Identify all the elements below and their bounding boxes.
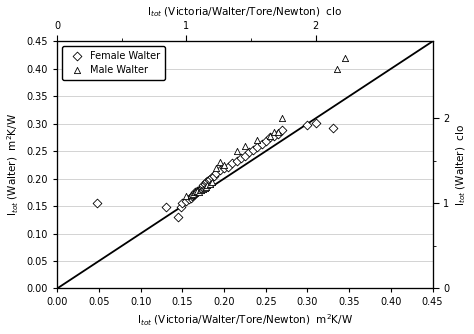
Female Walter	[220, 165, 228, 170]
Female Walter	[254, 145, 261, 150]
Female Walter	[190, 192, 197, 198]
Female Walter	[224, 164, 232, 169]
Female Walter	[200, 183, 207, 188]
Y-axis label: I$_{tot}$ (Walter)  clo: I$_{tot}$ (Walter) clo	[455, 124, 468, 206]
Male Walter	[279, 116, 286, 121]
Female Walter	[200, 184, 207, 189]
Female Walter	[177, 204, 184, 210]
Male Walter	[187, 192, 194, 198]
Female Walter	[195, 187, 203, 192]
Female Walter	[304, 122, 311, 128]
Y-axis label: I$_{tot}$ (Walter)  m$^2$K/W: I$_{tot}$ (Walter) m$^2$K/W	[6, 113, 21, 216]
Female Walter	[279, 128, 286, 133]
Female Walter	[266, 135, 273, 140]
Male Walter	[254, 138, 261, 143]
Female Walter	[312, 120, 319, 125]
Male Walter	[203, 183, 211, 188]
Female Walter	[328, 126, 336, 131]
Female Walter	[202, 180, 210, 185]
Female Walter	[187, 195, 194, 200]
Female Walter	[197, 186, 204, 191]
Female Walter	[228, 161, 236, 166]
Male Walter	[193, 188, 201, 193]
Female Walter	[249, 147, 257, 152]
Male Walter	[193, 190, 201, 195]
Female Walter	[201, 181, 209, 187]
Female Walter	[216, 168, 224, 173]
Female Walter	[93, 201, 101, 206]
Male Walter	[200, 186, 207, 191]
Female Walter	[193, 190, 201, 195]
Male Walter	[206, 181, 214, 187]
Male Walter	[274, 129, 282, 135]
Female Walter	[274, 131, 282, 136]
Female Walter	[203, 179, 211, 184]
Male Walter	[212, 165, 219, 170]
Male Walter	[333, 66, 340, 71]
Male Walter	[201, 185, 209, 191]
Female Walter	[189, 193, 196, 199]
Female Walter	[198, 185, 205, 191]
Male Walter	[190, 191, 197, 197]
Male Walter	[208, 180, 215, 185]
Female Walter	[185, 196, 193, 202]
Female Walter	[179, 201, 186, 206]
Male Walter	[270, 129, 278, 135]
Female Walter	[206, 176, 214, 181]
Female Walter	[193, 189, 201, 194]
Male Walter	[216, 159, 224, 165]
Male Walter	[241, 143, 249, 148]
Male Walter	[341, 55, 349, 60]
Male Walter	[202, 184, 210, 189]
Female Walter	[162, 204, 169, 210]
Female Walter	[191, 190, 199, 195]
Male Walter	[266, 133, 273, 139]
Male Walter	[197, 187, 204, 192]
Male Walter	[233, 149, 240, 154]
Female Walter	[174, 214, 182, 220]
Legend: Female Walter, Male Walter: Female Walter, Male Walter	[62, 46, 165, 80]
Female Walter	[237, 155, 245, 160]
Male Walter	[182, 193, 190, 199]
Female Walter	[212, 170, 219, 176]
Female Walter	[245, 150, 253, 155]
Female Walter	[182, 198, 190, 203]
Female Walter	[233, 158, 240, 163]
Female Walter	[258, 141, 265, 147]
Female Walter	[241, 153, 249, 158]
Male Walter	[195, 190, 203, 195]
Male Walter	[191, 190, 199, 195]
Male Walter	[220, 162, 228, 168]
X-axis label: I$_{tot}$ (Victoria/Walter/Tore/Newton)  clo: I$_{tot}$ (Victoria/Walter/Tore/Newton) …	[147, 6, 343, 19]
Female Walter	[262, 139, 270, 144]
Female Walter	[270, 133, 278, 139]
Female Walter	[191, 191, 199, 197]
X-axis label: I$_{tot}$ (Victoria/Walter/Tore/Newton)  m$^2$K/W: I$_{tot}$ (Victoria/Walter/Tore/Newton) …	[137, 313, 353, 328]
Female Walter	[210, 173, 218, 179]
Female Walter	[205, 177, 213, 182]
Female Walter	[208, 174, 215, 180]
